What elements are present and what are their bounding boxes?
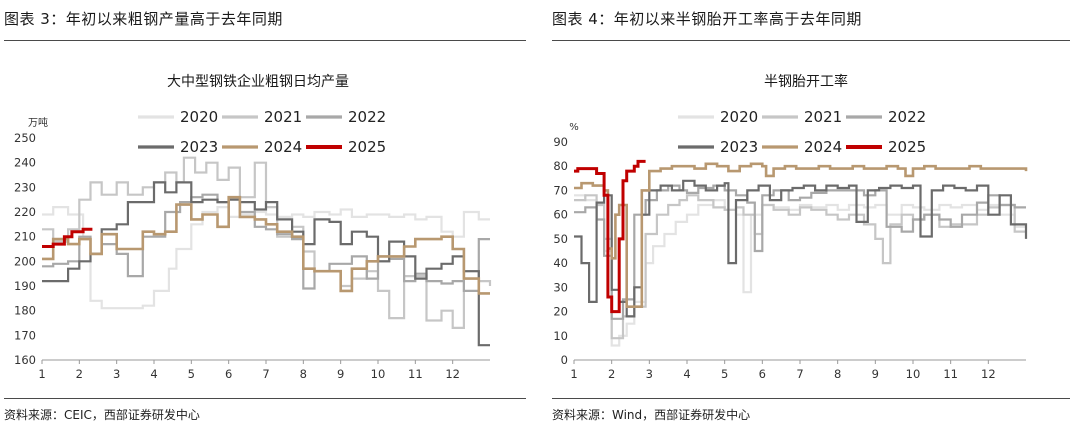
figure-title: 图表 3：年初以来粗钢产量高于去年同期	[4, 10, 283, 28]
legend-label-2020: 2020	[720, 108, 758, 126]
y-tick-label: 20	[553, 305, 568, 319]
x-tick-label: 2	[76, 367, 83, 381]
x-tick-label: 11	[408, 367, 423, 381]
x-tick-label: 4	[683, 367, 690, 381]
legend-label-2021: 2021	[804, 108, 842, 126]
x-tick-label: 11	[943, 367, 958, 381]
chart-crude-steel: 大中型钢铁企业粗钢日均产量万吨1601701801902002102202302…	[14, 73, 492, 381]
x-tick-label: 3	[113, 367, 120, 381]
series-line-2023	[574, 179, 1028, 318]
x-tick-label: 8	[834, 367, 841, 381]
y-tick-label: 60	[553, 208, 568, 222]
y-tick-label: 250	[14, 131, 36, 145]
legend-label-2025: 2025	[348, 138, 386, 156]
y-tick-label: 160	[14, 353, 36, 367]
x-tick-label: 1	[38, 367, 45, 381]
series-line-2025	[574, 159, 646, 314]
y-tick-label: 50	[553, 232, 568, 246]
legend-label-2022: 2022	[888, 108, 926, 126]
x-tick-label: 8	[300, 367, 307, 381]
panel-crude-steel: 图表 3：年初以来粗钢产量高于去年同期 大中型钢铁企业粗钢日均产量 万吨 160 17…	[0, 0, 530, 427]
series-line-2022	[574, 184, 1026, 320]
x-tick-label: 1	[570, 367, 577, 381]
x-tick-label: 6	[225, 367, 232, 381]
legend-label-2021: 2021	[264, 108, 302, 126]
legend-label-2023: 2023	[720, 138, 758, 156]
y-tick-label: 210	[14, 230, 36, 244]
y-tick-label: 220	[14, 205, 36, 219]
legend-label-2022: 2022	[348, 108, 386, 126]
y-tick-label: 40	[553, 256, 568, 270]
y-tick-label: 0	[561, 353, 568, 367]
series-line-2024	[574, 162, 1028, 308]
legend-label-2024: 2024	[264, 138, 302, 156]
y-tick-label: 200	[14, 254, 36, 268]
x-tick-label: 9	[337, 367, 344, 381]
y-tick-label: 170	[14, 328, 36, 342]
x-tick-label: 3	[646, 367, 653, 381]
source-note: 资料来源：Wind，西部证券研发中心	[552, 408, 751, 422]
legend-label-2023: 2023	[180, 138, 218, 156]
x-tick-label: 6	[759, 367, 766, 381]
chart-title: 大中型钢铁企业粗钢日均产量	[167, 73, 349, 90]
chart-title: 半钢胎开工率	[764, 73, 848, 90]
panel-tire-operating-rate: 图表 4：年初以来半钢胎开工率高于去年同期 半钢胎开工率% 0 10 20 30 40 50…	[548, 0, 1072, 427]
source-rule	[4, 398, 526, 399]
x-tick-label: 9	[872, 367, 879, 381]
x-tick-label: 5	[721, 367, 728, 381]
y-tick-label: 30	[553, 280, 568, 294]
y-tick-label: 190	[14, 279, 36, 293]
series-line-2023	[42, 181, 490, 347]
series-line-2024	[42, 195, 490, 295]
y-tick-label: 90	[553, 135, 568, 149]
x-tick-label: 10	[371, 367, 386, 381]
y-tick-label: 80	[553, 159, 568, 173]
x-tick-label: 12	[981, 367, 996, 381]
title-rule	[4, 40, 526, 41]
x-tick-label: 7	[262, 367, 269, 381]
series-line-2021	[42, 156, 492, 329]
y-tick-label: 70	[553, 183, 568, 197]
legend-label-2024: 2024	[804, 138, 842, 156]
figure-title: 图表 4：年初以来半钢胎开工率高于去年同期	[552, 10, 862, 28]
x-tick-label: 5	[188, 367, 195, 381]
x-tick-label: 12	[445, 367, 460, 381]
y-tick-label: 230	[14, 180, 36, 194]
source-rule	[552, 398, 1070, 399]
y-tick-label: 180	[14, 304, 36, 318]
y-tick-label: 240	[14, 156, 36, 170]
series-line-2025	[42, 227, 93, 248]
x-tick-label: 2	[608, 367, 615, 381]
y-axis-unit: 万吨	[28, 116, 48, 129]
x-tick-label: 10	[906, 367, 921, 381]
y-axis-unit: %	[569, 122, 579, 133]
title-rule	[552, 40, 1070, 41]
legend-label-2025: 2025	[888, 138, 926, 156]
x-tick-label: 4	[150, 367, 157, 381]
x-tick-label: 7	[796, 367, 803, 381]
series-line-2020	[42, 206, 490, 310]
source-note: 资料来源：CEIC，西部证券研发中心	[4, 408, 200, 422]
y-tick-label: 10	[553, 329, 568, 343]
legend-label-2020: 2020	[180, 108, 218, 126]
